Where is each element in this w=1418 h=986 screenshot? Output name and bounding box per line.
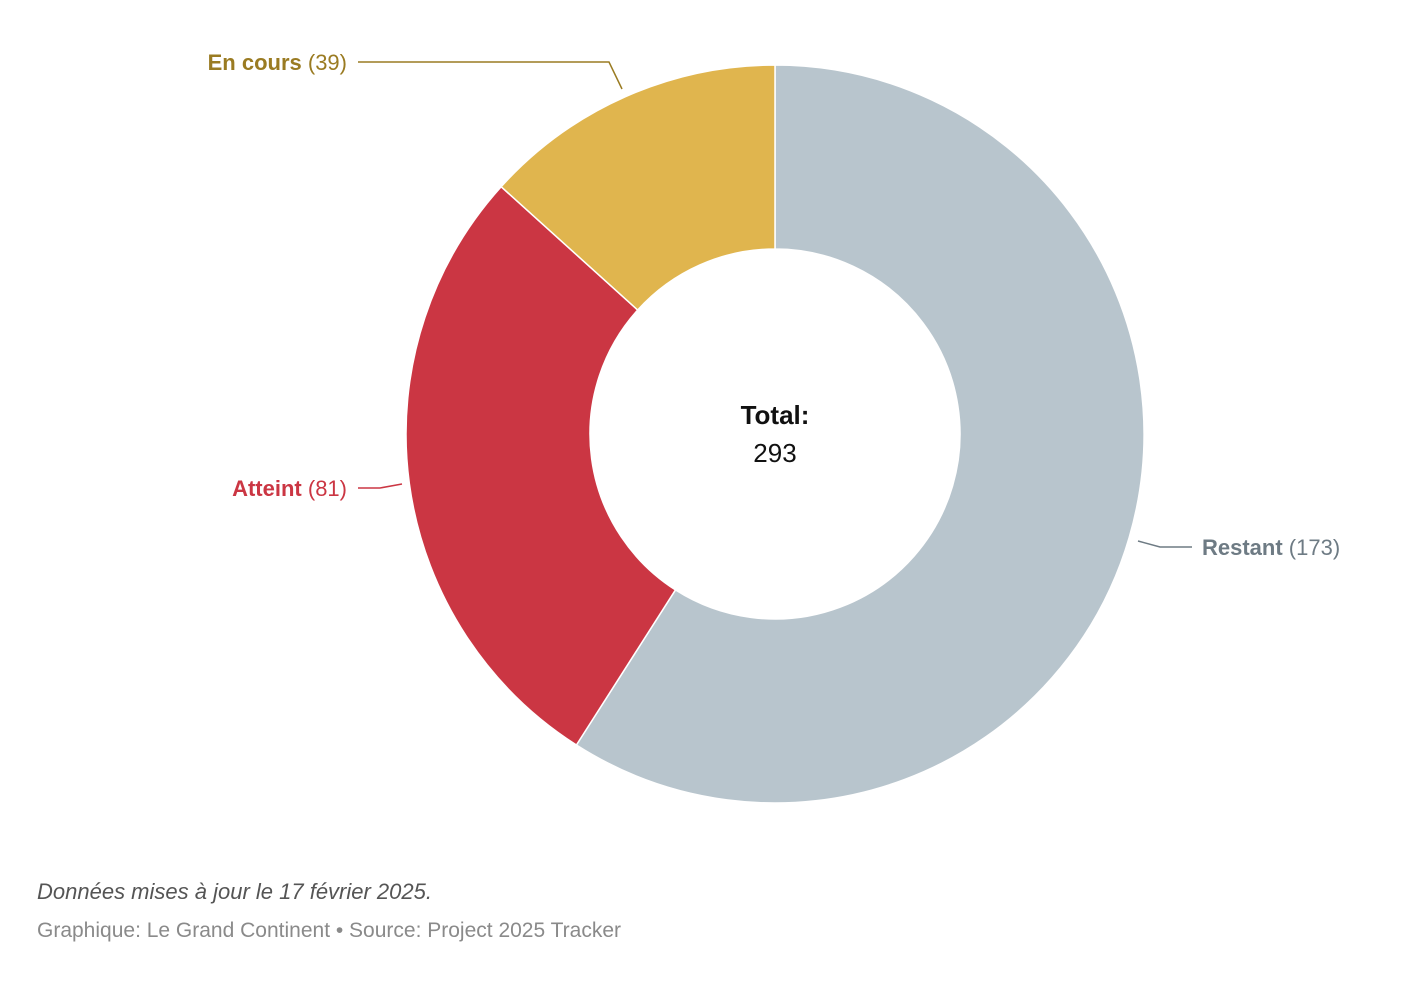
source-credit: Graphique: Le Grand Continent • Source: … <box>37 919 622 942</box>
donut-chart: Restant (173) Atteint (81) En cours (39) T… <box>208 50 1341 804</box>
update-note: Données mises à jour le 17 février 2025. <box>37 879 432 904</box>
donut-slices <box>405 64 1145 804</box>
slice-en-cours <box>500 64 776 312</box>
slice-labels: Restant (173) Atteint (81) En cours (39) <box>208 50 1341 560</box>
slice-label-value: (81) <box>302 476 347 501</box>
slice-label-name: En cours <box>208 50 302 75</box>
slice-label-atteint: Atteint (81) <box>232 476 347 501</box>
slice-label-en-cours: En cours (39) <box>208 50 347 75</box>
center-total-label: Total: <box>741 400 810 430</box>
leader-lines <box>358 61 1192 548</box>
slice-label-name: Restant <box>1202 535 1283 560</box>
slice-restant <box>575 64 1145 804</box>
leader-line-atteint <box>358 483 403 489</box>
slice-atteint <box>405 185 677 747</box>
slice-label-value: (39) <box>302 50 347 75</box>
slice-label-name: Atteint <box>232 476 302 501</box>
slice-label-value: (173) <box>1283 535 1340 560</box>
leader-line-restant <box>1137 540 1192 548</box>
leader-line-en-cours <box>358 61 623 90</box>
center-total-value: 293 <box>753 438 796 468</box>
slice-label-restant: Restant (173) <box>1202 535 1340 560</box>
